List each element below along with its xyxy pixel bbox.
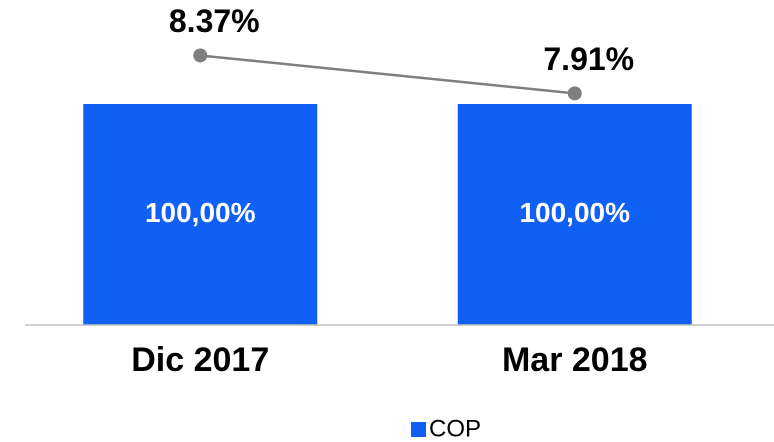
- line-label: 8.37%: [169, 3, 260, 39]
- x-tick-label: Dic 2017: [131, 341, 269, 379]
- x-tick-label: Mar 2018: [502, 341, 648, 379]
- bar-label: 100,00%: [519, 197, 630, 228]
- bar-label: 100,00%: [145, 197, 256, 228]
- line-point: [193, 48, 208, 63]
- bar: [457, 103, 692, 325]
- line-label: 7.91%: [543, 41, 634, 77]
- legend-label: COP: [429, 415, 481, 442]
- legend-swatch: [411, 422, 426, 437]
- bar: [83, 103, 318, 325]
- line-point: [567, 86, 582, 101]
- line: [200, 54, 575, 95]
